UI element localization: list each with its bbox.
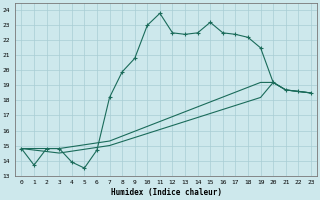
X-axis label: Humidex (Indice chaleur): Humidex (Indice chaleur): [111, 188, 222, 197]
